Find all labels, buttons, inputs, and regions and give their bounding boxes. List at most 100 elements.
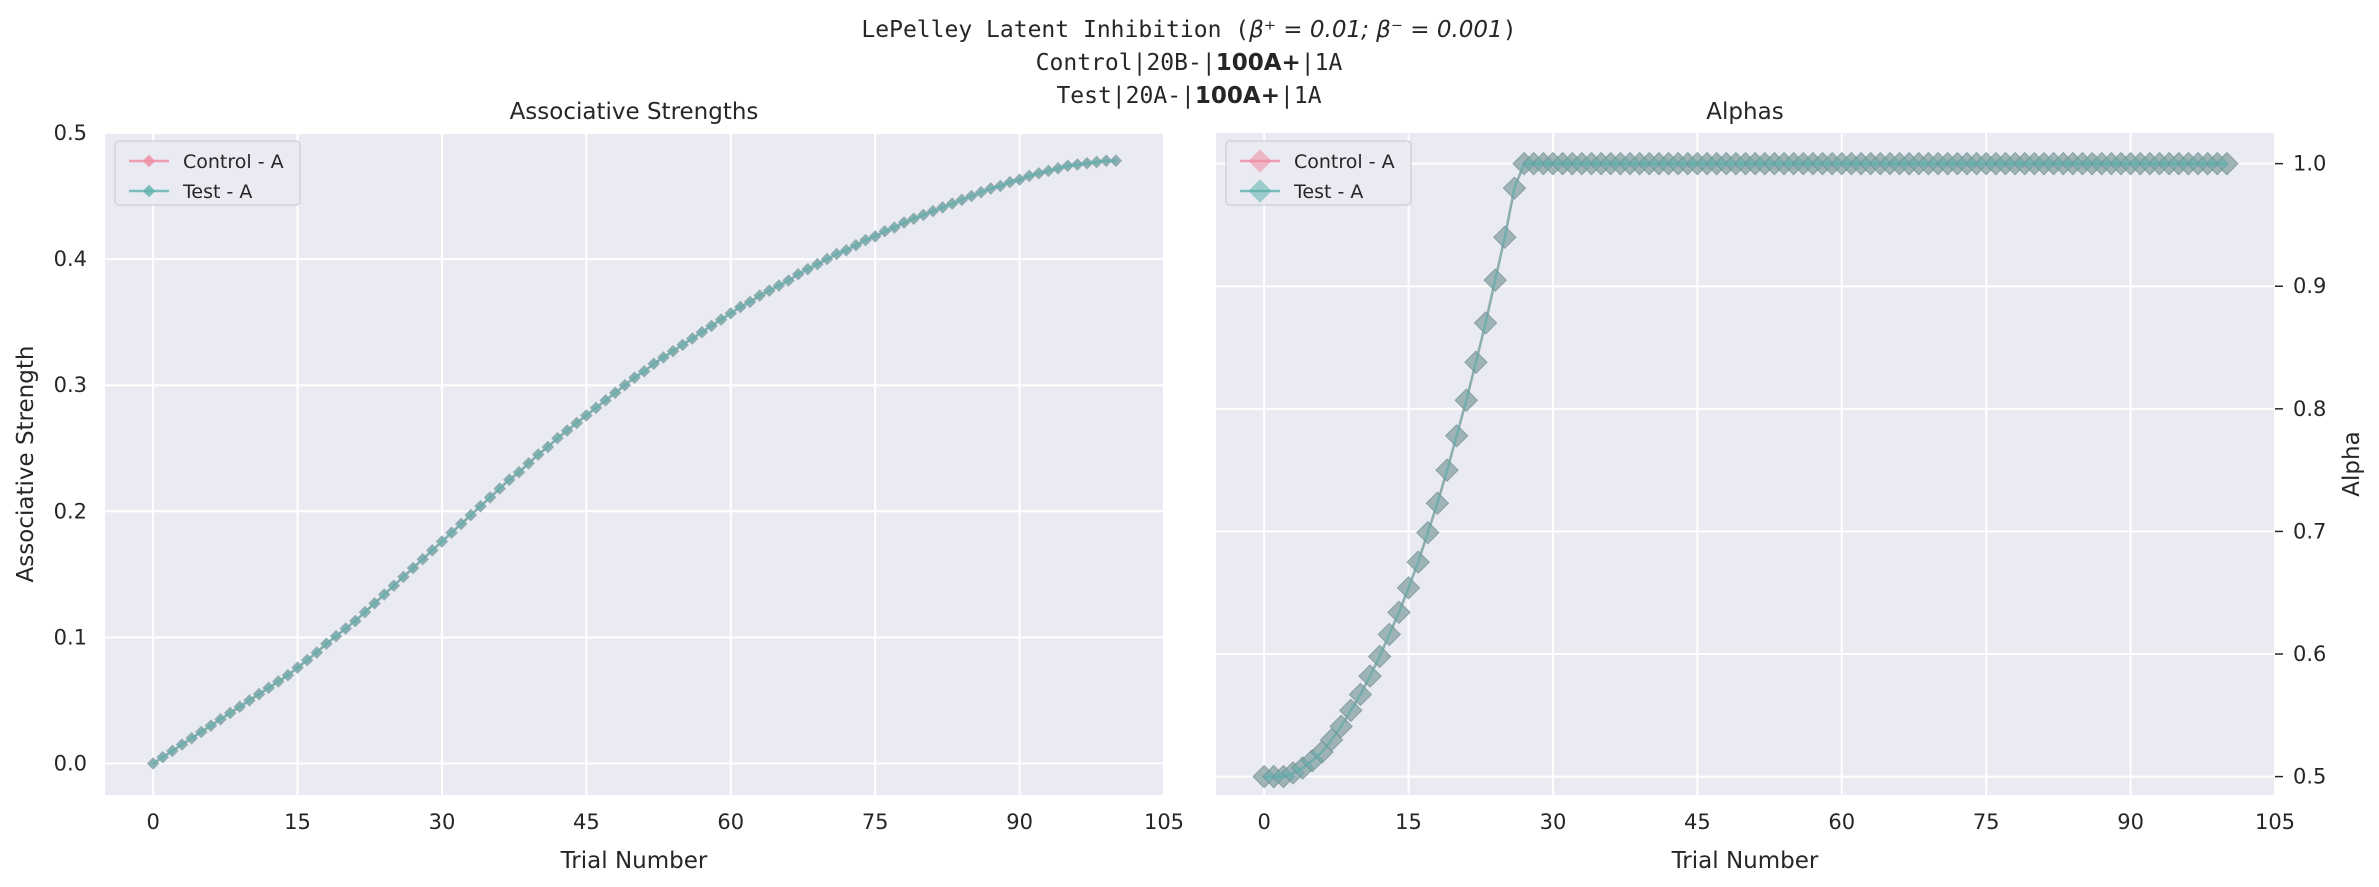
data-point (1493, 225, 1517, 249)
data-point (329, 629, 343, 643)
data-point (599, 394, 612, 407)
suptitle-line-3: Test|20A-|100A+|1A (1056, 83, 1321, 109)
legend-label: Control - A (183, 151, 284, 173)
data-point (1358, 664, 1382, 688)
data-point (965, 189, 978, 203)
data-point (772, 279, 786, 292)
data-point (811, 257, 824, 271)
data-point (657, 351, 670, 364)
data-point (763, 284, 776, 297)
x-tick-label: 75 (1973, 810, 2000, 834)
legend-frame (1225, 140, 1412, 206)
data-point (955, 193, 969, 207)
suptitle-line-2: Control|20B-|100A+|1A (1036, 50, 1343, 76)
data-point (2215, 151, 2239, 176)
suptitle-line-1: LePelley Latent Inhibition (β⁺ = 0.01; β… (861, 17, 1516, 43)
x-tick-label: 45 (573, 810, 600, 834)
data-point (1329, 714, 1353, 739)
data-point (1483, 268, 1507, 292)
x-tick-label: 60 (1828, 810, 1855, 834)
data-point (1387, 600, 1411, 625)
y-axis-label: Associative Strength (13, 346, 39, 583)
series-layer (146, 154, 1123, 770)
data-point (1444, 424, 1469, 448)
tick-labels: 0 15 30 45 60 75 90 105 0.0 0.1 0.2 0.3 0.4 0.5 (54, 121, 1184, 834)
data-point (464, 508, 478, 522)
data-point (724, 307, 737, 320)
y-tick-label: 1.0 (2293, 152, 2326, 176)
data-point (1109, 154, 1123, 167)
data-point (1061, 159, 1074, 172)
data-point (580, 409, 593, 422)
data-point (686, 332, 699, 345)
data-point (377, 588, 391, 601)
chart-title: Associative Strengths (510, 99, 759, 125)
data-point (214, 713, 227, 726)
data-point (1348, 682, 1373, 707)
y-tick-label: 0.2 (54, 499, 87, 523)
y-tick-label: 0.7 (2293, 519, 2326, 543)
data-point (1100, 154, 1113, 167)
data-point (791, 268, 805, 281)
data-point (753, 289, 766, 302)
alphas-chart: 0 15 30 45 60 75 90 105 0.5 0.6 0.7 0.8 0.9 1.0 Alpha… (1216, 99, 2365, 874)
associative-strengths-chart: 0 15 30 45 60 75 90 105 0.0 0.1 0.2 0.3 0.4 0.5 Assoc… (13, 99, 1184, 874)
x-tick-label: 30 (429, 810, 456, 834)
y-tick-label: 0.8 (2293, 397, 2326, 421)
x-tick-label: 15 (284, 810, 311, 834)
data-point (252, 687, 266, 701)
y-tick-label: 0.3 (54, 373, 87, 397)
data-point (743, 295, 757, 309)
data-point (695, 326, 709, 339)
data-point (281, 669, 295, 682)
x-tick-label: 75 (862, 810, 889, 834)
data-point (1071, 158, 1084, 171)
data-point (1367, 644, 1392, 669)
data-point (455, 517, 468, 531)
data-point (551, 431, 564, 445)
data-point (868, 230, 882, 243)
data-point (820, 252, 834, 266)
data-point (262, 681, 275, 695)
plot-area (105, 133, 1164, 795)
data-point (349, 614, 362, 628)
legend-label: Test - A (182, 181, 252, 203)
data-point (310, 646, 324, 659)
data-point (493, 482, 506, 495)
data-point (609, 386, 622, 399)
data-point (628, 371, 641, 384)
data-point (705, 319, 718, 333)
data-point (849, 239, 863, 252)
data-point (936, 201, 949, 214)
data-point (917, 208, 930, 222)
data-point (320, 637, 333, 650)
y-tick-label: 0.4 (54, 247, 87, 271)
data-point (1339, 698, 1363, 723)
x-axis-label: Trial Number (560, 848, 708, 874)
data-point (984, 182, 997, 195)
legend: Control - A Test - A (114, 140, 301, 206)
legend-marker (1248, 149, 1272, 173)
data-point (175, 738, 189, 751)
data-point (474, 500, 487, 513)
data-point (714, 313, 728, 326)
y-axis-label: Alpha (2339, 431, 2365, 496)
x-tick-label: 15 (1395, 810, 1422, 834)
data-point (994, 179, 1007, 193)
chart-title: Alphas (1706, 99, 1783, 125)
data-point (483, 491, 497, 504)
legend-marker (142, 154, 156, 168)
data-point (166, 744, 179, 758)
data-point (570, 416, 583, 430)
data-point (1406, 550, 1430, 574)
data-point (1023, 169, 1036, 183)
data-point (676, 338, 689, 352)
data-point (204, 719, 218, 732)
data-point (1003, 175, 1017, 189)
data-point (830, 247, 843, 261)
y-tick-label: 0.9 (2293, 274, 2326, 298)
data-point (300, 653, 314, 667)
data-point (1396, 576, 1421, 600)
data-point (146, 757, 160, 770)
series-layer (1252, 151, 2239, 789)
